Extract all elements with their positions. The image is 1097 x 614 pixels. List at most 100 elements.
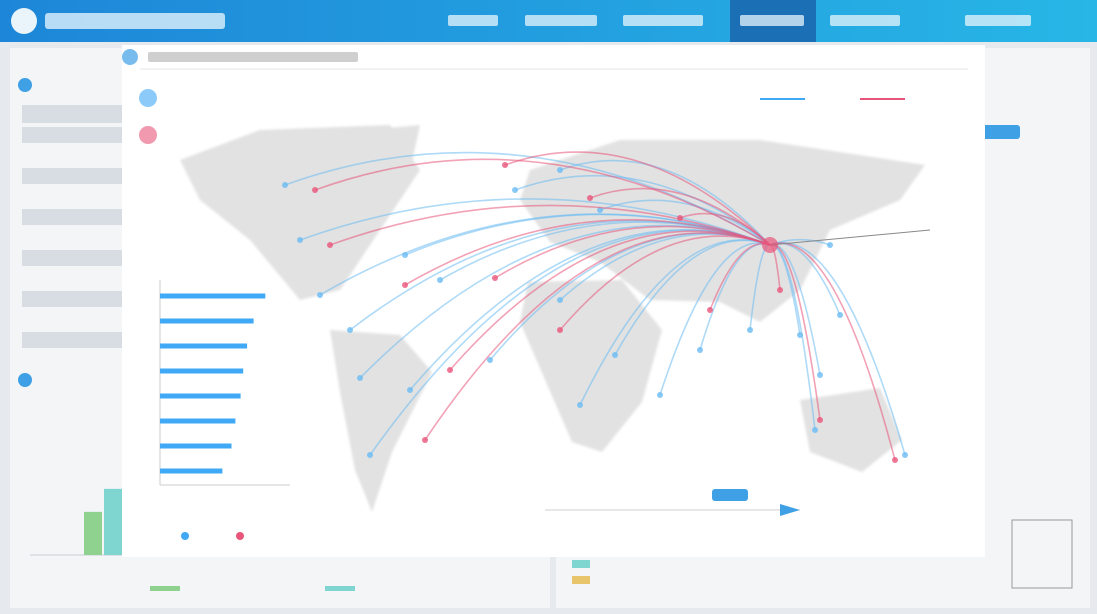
timeline-current[interactable] (712, 489, 748, 501)
flow-point (817, 372, 823, 378)
flow-point (437, 277, 443, 283)
bar (104, 488, 122, 555)
flow-point (407, 387, 413, 393)
bar (160, 443, 232, 449)
bar-chart (160, 293, 266, 474)
logo (11, 8, 37, 34)
legend-marker (139, 126, 157, 144)
bar (84, 511, 102, 555)
flow-line (299, 198, 771, 246)
flow-line (659, 242, 771, 396)
flow-point (812, 427, 818, 433)
flow-point (827, 242, 833, 248)
button[interactable] (975, 125, 1020, 139)
flow-point (297, 237, 303, 243)
nav (448, 15, 1031, 26)
flow-point (402, 252, 408, 258)
continent (180, 125, 420, 300)
legend-marker (139, 89, 157, 107)
flow-line (424, 232, 771, 441)
flow-line (679, 212, 771, 246)
bar (160, 418, 236, 424)
flow-point (327, 242, 333, 248)
flow-point (312, 187, 318, 193)
flow-point (357, 375, 363, 381)
flow-point (317, 292, 323, 298)
flow-point (422, 437, 428, 443)
flow-point (557, 167, 563, 173)
row (22, 332, 122, 348)
nav-item[interactable] (965, 15, 1031, 26)
legend-swatch (572, 576, 590, 584)
flows (282, 151, 931, 463)
legend-swatch (325, 586, 355, 591)
modal-title (148, 52, 358, 62)
modal-icon (122, 49, 138, 65)
bar (160, 468, 223, 474)
panel-icon (18, 373, 32, 387)
flow-line (314, 158, 771, 246)
row (22, 250, 122, 266)
flow-line (329, 204, 771, 246)
flow-point (597, 207, 603, 213)
flow-point (492, 275, 498, 281)
flow-line (769, 229, 931, 246)
flow-point (612, 352, 618, 358)
flow-point (447, 367, 453, 373)
flow-point (697, 347, 703, 353)
bar (160, 318, 254, 324)
nav-item[interactable] (740, 15, 804, 26)
row (22, 127, 122, 143)
row (22, 168, 122, 184)
flow-point (577, 402, 583, 408)
panel-icon (18, 78, 32, 92)
table-rows (22, 105, 122, 348)
flow-point (817, 417, 823, 423)
bar (160, 368, 244, 374)
nav-item[interactable] (830, 15, 900, 26)
origin (762, 237, 778, 253)
flow-point (777, 287, 783, 293)
flow-line (559, 159, 771, 246)
flow-point (892, 457, 898, 463)
nav-item[interactable] (448, 15, 498, 26)
flow-line (504, 151, 771, 246)
bar (160, 293, 266, 299)
row (22, 291, 122, 307)
row (22, 105, 122, 123)
continent (345, 125, 420, 166)
flow-line (579, 239, 771, 406)
flow-point (557, 327, 563, 333)
row (22, 209, 122, 225)
flow-point (837, 312, 843, 318)
app-title (45, 13, 225, 29)
flow-point (707, 307, 713, 313)
flow-point (282, 182, 288, 188)
flow-point (587, 195, 593, 201)
flow-point (487, 357, 493, 363)
legend-marker (236, 532, 244, 540)
inset-map (1011, 519, 1073, 589)
flow-point (512, 187, 518, 193)
continent (800, 388, 902, 472)
flow-line (599, 199, 771, 246)
bar (160, 393, 241, 399)
bar (160, 343, 248, 349)
legend-marker (181, 532, 189, 540)
nav-item[interactable] (623, 15, 703, 26)
flow-point (557, 297, 563, 303)
flow-line (404, 219, 771, 286)
flow-point (902, 452, 908, 458)
play-button[interactable] (780, 504, 800, 516)
flow-point (502, 162, 508, 168)
flow-point (657, 392, 663, 398)
flow-point (347, 327, 353, 333)
legend-swatch (572, 560, 590, 568)
flow-point (367, 452, 373, 458)
flow-point (747, 327, 753, 333)
nav-item[interactable] (525, 15, 597, 26)
flow-point (677, 215, 683, 221)
legend-swatch (150, 586, 180, 591)
